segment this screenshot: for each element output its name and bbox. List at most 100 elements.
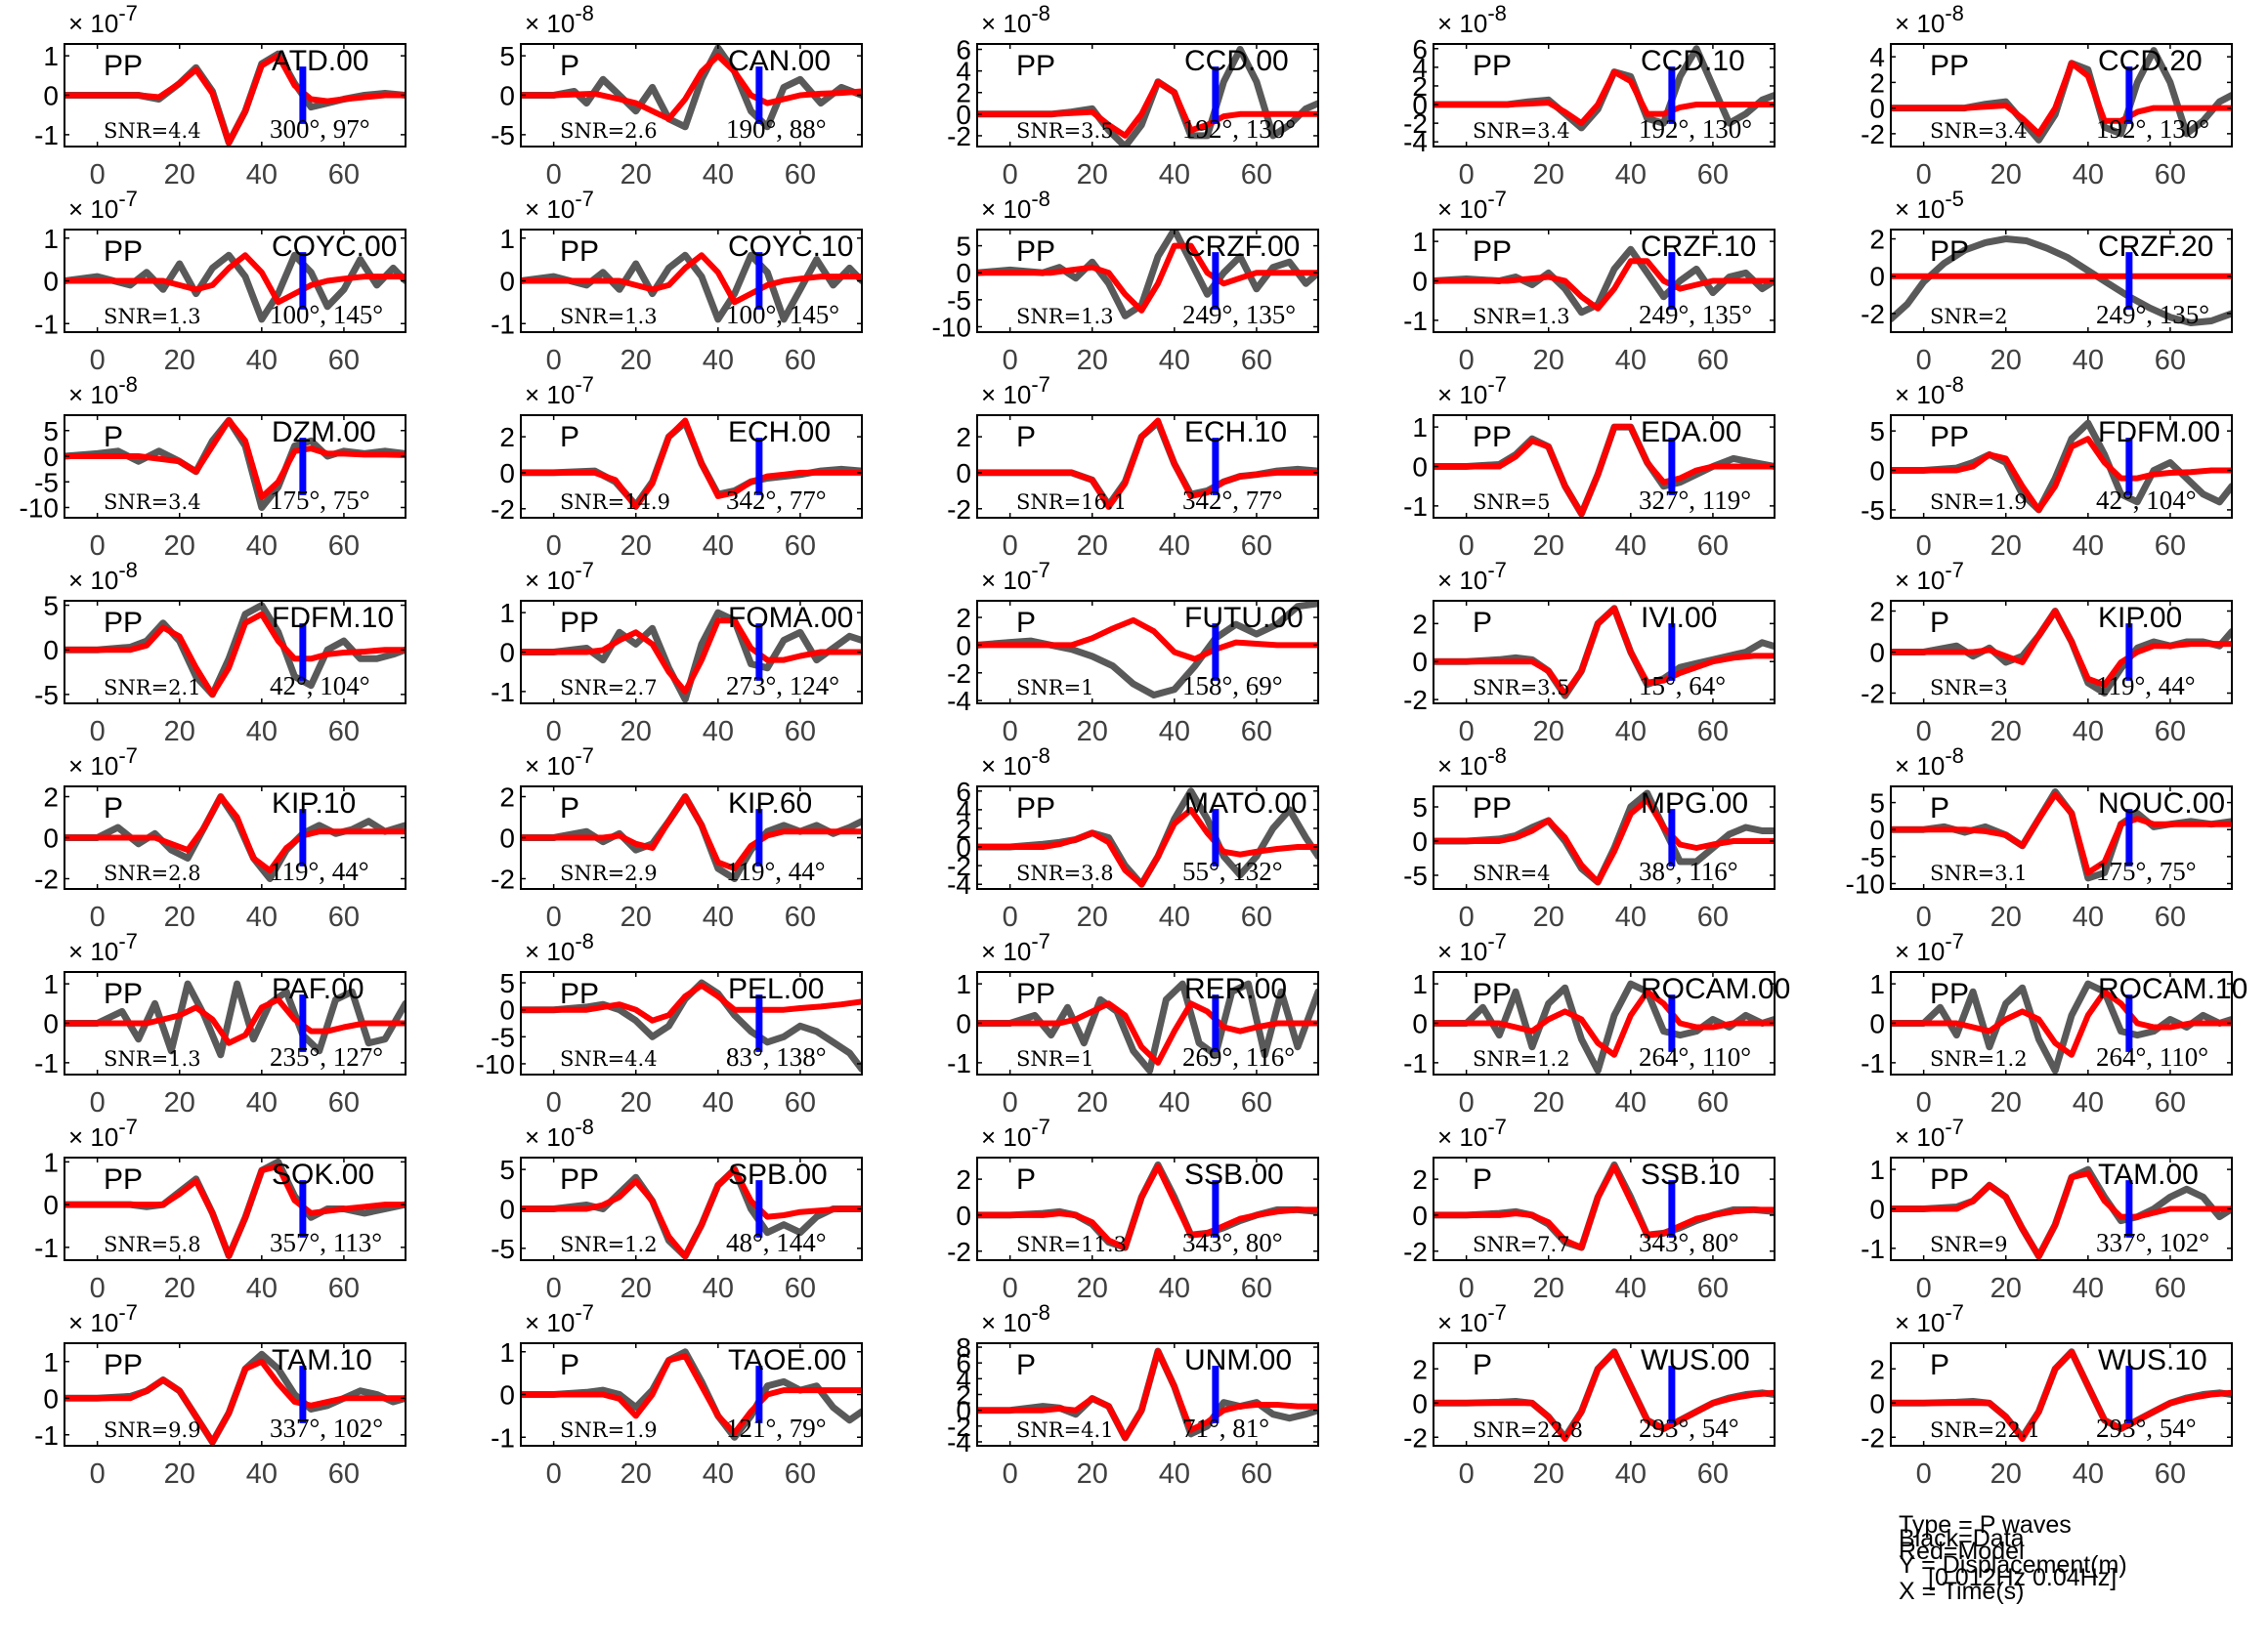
x-tick-label: 0 [1916, 1273, 1932, 1304]
x-tick-label: 0 [1916, 902, 1932, 933]
y-tick-label: -10 [20, 493, 59, 524]
plot-area [977, 1161, 1318, 1251]
y-tick-label: 1 [1412, 227, 1428, 257]
phase-label: PP [1930, 978, 1969, 1010]
phase-label: P [1473, 1349, 1492, 1381]
x-tick-label: 60 [1697, 1273, 1729, 1304]
azimuth-label: 264°, 110° [1639, 1042, 1751, 1072]
x-tick-label: 40 [703, 716, 734, 747]
x-tick-label: 40 [246, 1087, 278, 1119]
x-tick-label: 40 [703, 1458, 734, 1490]
y-tick-label: 5 [1412, 792, 1428, 823]
azimuth-label: 15°, 64° [1639, 671, 1726, 700]
x-tick-label: 60 [1697, 716, 1729, 747]
y-exponent-label: × 10-7 [68, 187, 138, 224]
axes-box [64, 1342, 407, 1447]
phase-label: PP [560, 978, 599, 1010]
azimuth-label: 264°, 110° [2096, 1042, 2208, 1072]
x-tick-label: 40 [1615, 1087, 1647, 1119]
y-exponent-label: × 10-8 [981, 1, 1050, 38]
y-tick-label: -5 [34, 467, 59, 497]
panel-kip-10: 0 20 40 60 -2 0 2 × 10-7 P KIP.10 SNR=2.8 119°, 44° [34, 743, 407, 933]
y-exponent-label: × 10-7 [1437, 1300, 1507, 1337]
plot-area [64, 980, 406, 1059]
model-trace [64, 996, 406, 1046]
x-tick-label: 20 [1533, 1273, 1564, 1304]
azimuth-label: 249°, 135° [2096, 300, 2209, 329]
x-tick-label: 0 [546, 159, 562, 190]
model-trace [1891, 60, 2232, 137]
data-trace [64, 251, 406, 323]
model-trace [1434, 1163, 1775, 1251]
model-trace [977, 242, 1318, 314]
x-tick-label: 0 [1459, 1087, 1475, 1119]
panel-can-00: 0 20 40 60 -5 0 5 × 10-8 P CAN.00 SNR=2.6 190°, 88° [491, 1, 863, 190]
axes-box [1890, 785, 2233, 890]
x-tick-label: 0 [90, 1087, 106, 1119]
y-exponent-label: × 10-8 [981, 1300, 1050, 1337]
y-tick-label: 0 [43, 635, 59, 665]
panel-atd-00: 0 20 40 60 -1 0 1 × 10-7 PP ATD.00 SNR=4.4 300°, 97… [34, 1, 407, 190]
panel-taoe-00: 0 20 40 60 -1 0 1 × 10-7 P TAOE.00 SNR=1.9 121°, 79… [491, 1300, 863, 1490]
phase-label: PP [104, 235, 143, 268]
axes-box [1890, 1342, 2233, 1447]
panel-wus-10: 0 20 40 60 -2 0 2 × 10-7 P WUS.10 SNR=22.1 293°, 54… [1861, 1300, 2233, 1490]
x-tick-label: 40 [1159, 1458, 1190, 1490]
plot-area [1434, 45, 1775, 132]
azimuth-label: 175°, 75° [2096, 857, 2197, 886]
y-tick-label: 0 [43, 1383, 59, 1414]
x-tick-label: 60 [1697, 1087, 1729, 1119]
x-tick-label: 60 [328, 530, 360, 562]
phase-label: PP [560, 235, 599, 268]
x-tick-label: 40 [2073, 1087, 2104, 1119]
y-tick-label: 0 [1869, 1388, 1885, 1418]
y-tick-label: 4 [1412, 53, 1428, 83]
x-tick-label: 0 [546, 1273, 562, 1304]
x-tick-label: 0 [1459, 1458, 1475, 1490]
x-tick-label: 20 [1533, 345, 1564, 376]
axes-box [976, 43, 1319, 148]
panel-wus-00: 0 20 40 60 -2 0 2 × 10-7 P WUS.00 SNR=22.8 293°, 54… [1403, 1300, 1776, 1490]
station-label: ATD.00 [272, 45, 368, 77]
y-tick-label: 0 [43, 81, 59, 111]
panel-eda-00: 0 20 40 60 -1 0 1 × 10-7 PP EDA.00 SNR=5 327°, 119° [1403, 372, 1776, 562]
station-label: WUS.10 [2098, 1344, 2207, 1376]
x-tick-label: 60 [785, 716, 816, 747]
y-tick-label: -10 [1846, 868, 1885, 899]
x-tick-label: 20 [1990, 159, 2022, 190]
x-tick-label: 0 [1916, 345, 1932, 376]
plot-area [521, 979, 862, 1073]
x-tick-label: 60 [785, 159, 816, 190]
y-tick-label: 2 [1869, 67, 1885, 98]
plot-area [977, 601, 1318, 698]
y-tick-label: -2 [947, 1237, 971, 1267]
snr-label: SNR=2 [1930, 305, 2008, 328]
plot-area [64, 416, 406, 511]
y-tick-label: -1 [34, 120, 59, 150]
snr-label: SNR=7.7 [1473, 1233, 1570, 1256]
axes-box [1433, 1342, 1776, 1447]
y-tick-label: 6 [956, 777, 971, 807]
azimuth-label: 48°, 144° [726, 1228, 827, 1257]
y-tick-label: 5 [499, 968, 515, 998]
phase-label: PP [1016, 978, 1055, 1010]
x-tick-label: 40 [1159, 1087, 1190, 1119]
x-tick-label: 60 [328, 716, 360, 747]
azimuth-label: 192°, 130° [2096, 114, 2209, 144]
station-label: FUTU.00 [1184, 602, 1304, 634]
y-tick-label: 2 [1869, 225, 1885, 255]
station-label: SSB.10 [1641, 1159, 1740, 1191]
panel-fdfm-10: 0 20 40 60 -5 0 5 × 10-8 PP FDFM.10 SNR=2.1 42°, 10… [34, 558, 407, 747]
y-tick-label: -2 [491, 865, 515, 895]
station-label: SPB.00 [728, 1159, 828, 1191]
x-tick-label: 40 [2073, 159, 2104, 190]
station-label: ROCAM.10 [2098, 973, 2247, 1005]
panel-sok-00: 0 20 40 60 -1 0 1 × 10-7 PP SOK.00 SNR=5.8 357°, 11… [34, 1115, 407, 1304]
x-tick-label: 60 [328, 1273, 360, 1304]
x-tick-label: 20 [1077, 1458, 1108, 1490]
y-tick-label: 2 [956, 814, 971, 844]
azimuth-label: 83°, 138° [726, 1042, 827, 1072]
panel-rocam-00: 0 20 40 60 -1 0 1 × 10-7 PP ROCAM.00 SNR=1.2 264°, … [1403, 929, 1790, 1119]
